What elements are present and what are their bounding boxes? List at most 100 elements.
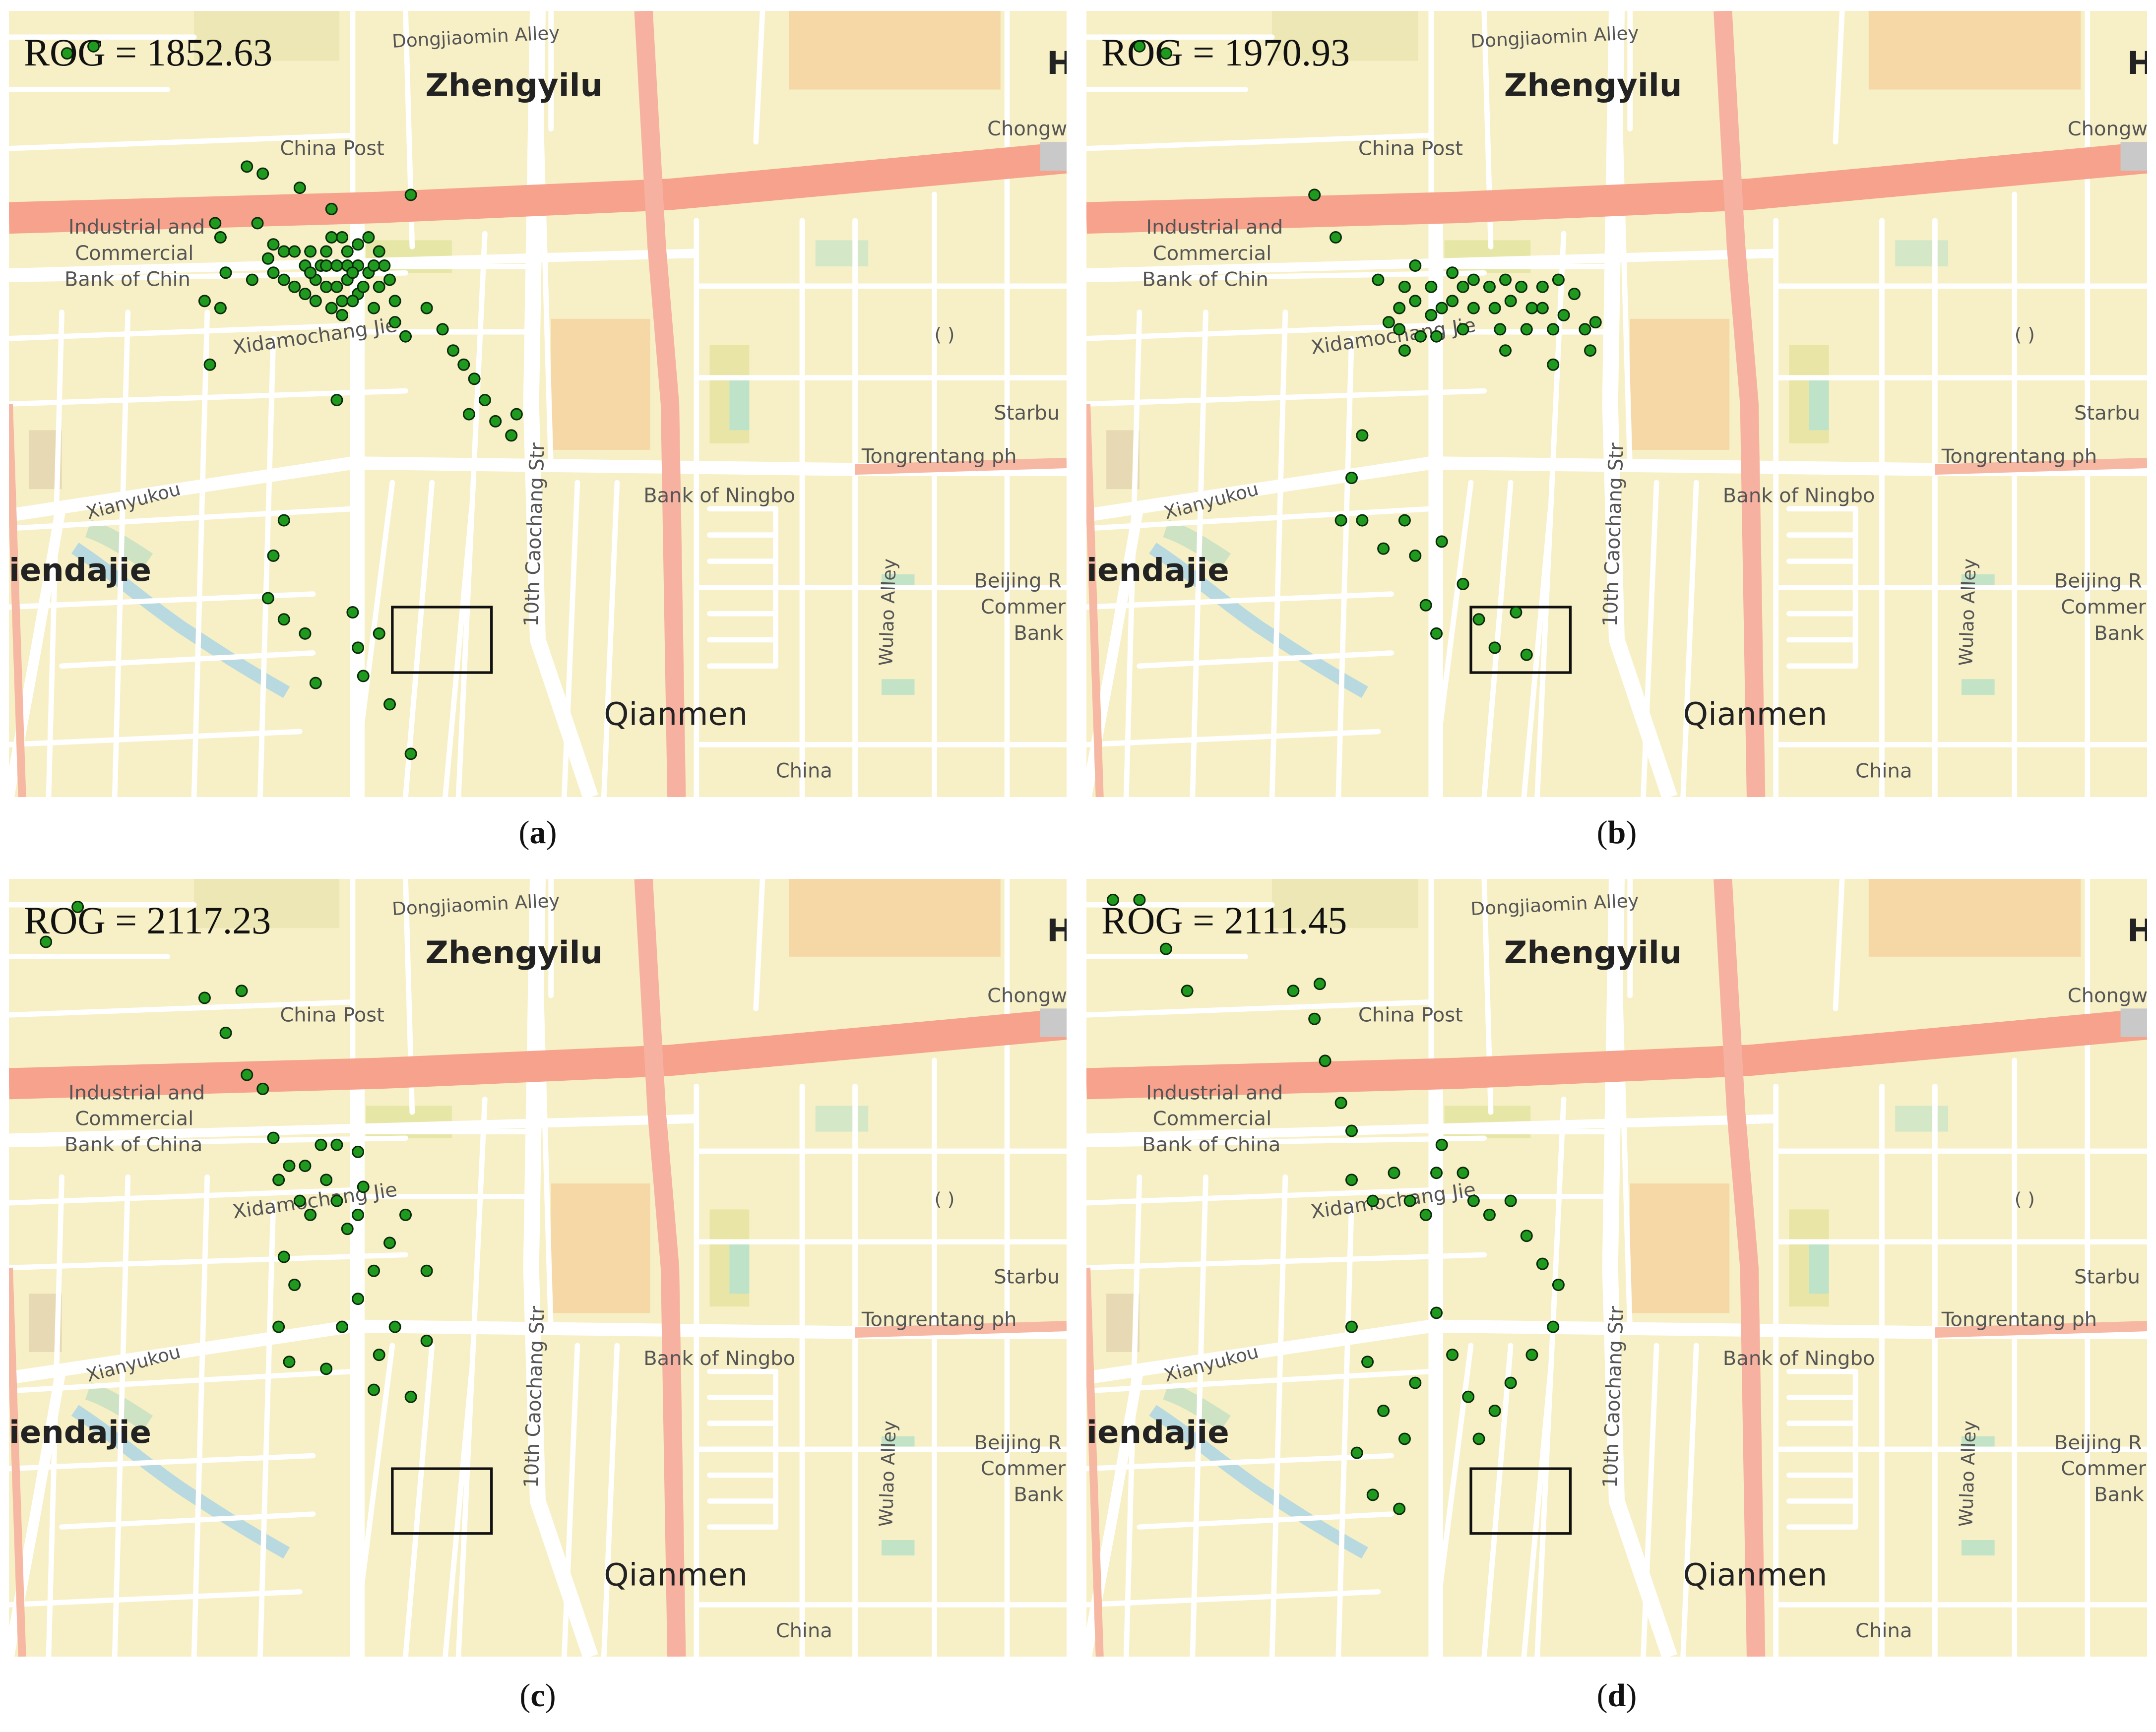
rog-label-d: ROG = 2111.45 bbox=[1101, 899, 1347, 942]
point-d-35 bbox=[1361, 1356, 1374, 1368]
point-d-12 bbox=[1388, 1167, 1400, 1179]
point-c-10 bbox=[293, 1194, 306, 1207]
point-a-76 bbox=[346, 606, 359, 619]
street-label-wulao: Wulao Alley bbox=[1955, 558, 1980, 666]
point-a-4 bbox=[404, 188, 417, 201]
point-a-34 bbox=[346, 266, 359, 279]
point-c-5 bbox=[241, 1068, 254, 1081]
poi-label-china-post: China Post bbox=[280, 1004, 384, 1027]
point-c-34 bbox=[404, 1390, 417, 1403]
point-c-36 bbox=[420, 1264, 433, 1277]
poi-label-tongrentang: Tongrentang ph bbox=[1941, 445, 2097, 468]
poi-label-icbc-3: Bank of Chin bbox=[1142, 268, 1268, 291]
point-c-11 bbox=[304, 1208, 317, 1221]
point-b-45 bbox=[1356, 514, 1369, 527]
point-a-24 bbox=[336, 295, 349, 308]
point-a-23 bbox=[330, 280, 343, 293]
point-a-1 bbox=[61, 47, 73, 60]
poi-label-tongrentang: Tongrentang ph bbox=[1941, 1308, 2097, 1331]
point-a-5 bbox=[325, 202, 338, 215]
poi-label-icbc-3: Bank of China bbox=[64, 1133, 202, 1156]
poi-label-china-bottom: China bbox=[776, 1619, 832, 1642]
point-a-73 bbox=[277, 613, 290, 626]
point-d-20 bbox=[1504, 1194, 1517, 1207]
point-d-15 bbox=[1430, 1167, 1443, 1179]
point-d-14 bbox=[1419, 1208, 1432, 1221]
poi-label-beijing-1: Beijing R bbox=[2054, 570, 2142, 593]
point-c-35 bbox=[420, 1334, 433, 1347]
point-b-36 bbox=[1568, 288, 1581, 301]
point-b-23 bbox=[1483, 280, 1496, 293]
district-label-qianmen: Qianmen bbox=[1683, 1556, 1828, 1593]
point-b-10 bbox=[1393, 323, 1406, 336]
poi-label-beijing-2: Commer bbox=[2061, 596, 2146, 619]
poi-label-bank-of-ningbo: Bank of Ningbo bbox=[643, 1347, 795, 1370]
point-a-2 bbox=[241, 160, 254, 173]
point-c-23 bbox=[272, 1320, 285, 1333]
point-b-16 bbox=[1430, 330, 1443, 343]
poi-label-icbc-2: Commercial bbox=[75, 1108, 193, 1130]
point-a-61 bbox=[436, 323, 449, 336]
point-a-45 bbox=[288, 280, 301, 293]
point-d-39 bbox=[1393, 1502, 1406, 1515]
point-a-42 bbox=[336, 231, 349, 244]
point-a-15 bbox=[203, 358, 216, 371]
point-d-16 bbox=[1435, 1138, 1448, 1151]
district-label-zhengyilu: Zhengyilu bbox=[1504, 934, 1682, 971]
point-d-5 bbox=[1308, 1012, 1321, 1025]
point-d-2 bbox=[1159, 942, 1172, 955]
point-d-29 bbox=[1462, 1390, 1475, 1403]
point-d-4 bbox=[1287, 985, 1300, 997]
point-d-13 bbox=[1403, 1194, 1416, 1207]
point-a-48 bbox=[261, 252, 274, 265]
point-d-26 bbox=[1504, 1376, 1517, 1389]
point-a-52 bbox=[299, 288, 312, 301]
district-label-dajie: iendajie bbox=[9, 1414, 151, 1450]
point-c-24 bbox=[283, 1356, 296, 1368]
point-a-46 bbox=[277, 273, 290, 286]
point-d-8 bbox=[1334, 1097, 1347, 1110]
district-label-zhengyilu: Zhengyilu bbox=[425, 67, 603, 104]
point-b-8 bbox=[1393, 302, 1406, 314]
poi-label-china-bottom: China bbox=[1855, 1619, 1912, 1642]
point-c-8 bbox=[272, 1174, 285, 1186]
district-label-qianmen: Qianmen bbox=[604, 1556, 748, 1593]
highlight-box bbox=[1469, 1467, 1572, 1535]
point-a-8 bbox=[251, 217, 264, 230]
point-d-23 bbox=[1552, 1278, 1565, 1291]
point-b-18 bbox=[1467, 302, 1480, 314]
edge-label-h: H bbox=[1047, 45, 1074, 82]
poi-label-icbc-2: Commercial bbox=[1153, 242, 1272, 265]
point-c-22 bbox=[288, 1278, 301, 1291]
point-a-63 bbox=[468, 372, 481, 385]
point-a-21 bbox=[304, 266, 317, 279]
district-label-zhengyilu: Zhengyilu bbox=[425, 934, 603, 970]
point-b-41 bbox=[1547, 358, 1560, 371]
point-c-7 bbox=[267, 1131, 280, 1144]
point-d-25 bbox=[1525, 1349, 1538, 1361]
poi-label-beijing-3: Bank bbox=[2094, 1484, 2144, 1506]
caption-a: (a) bbox=[519, 814, 557, 851]
caption-c: (c) bbox=[519, 1677, 556, 1714]
point-d-30 bbox=[1446, 1349, 1459, 1361]
point-d-38 bbox=[1366, 1488, 1379, 1501]
point-b-29 bbox=[1515, 280, 1528, 293]
poi-label-chongwen: Chongw bbox=[987, 118, 1067, 140]
point-a-37 bbox=[330, 259, 343, 272]
point-b-11 bbox=[1398, 344, 1411, 357]
point-a-59 bbox=[399, 330, 412, 343]
point-d-37 bbox=[1350, 1446, 1363, 1459]
point-b-24 bbox=[1488, 302, 1501, 314]
poi-label-beijing-3: Bank bbox=[1014, 622, 1063, 645]
point-a-27 bbox=[383, 273, 396, 286]
edge-label-h: H bbox=[1047, 912, 1074, 948]
district-label-qianmen: Qianmen bbox=[604, 696, 748, 733]
point-d-22 bbox=[1536, 1257, 1549, 1270]
point-b-5 bbox=[1398, 280, 1411, 293]
poi-label-icbc-1: Industrial and bbox=[1146, 1082, 1283, 1104]
